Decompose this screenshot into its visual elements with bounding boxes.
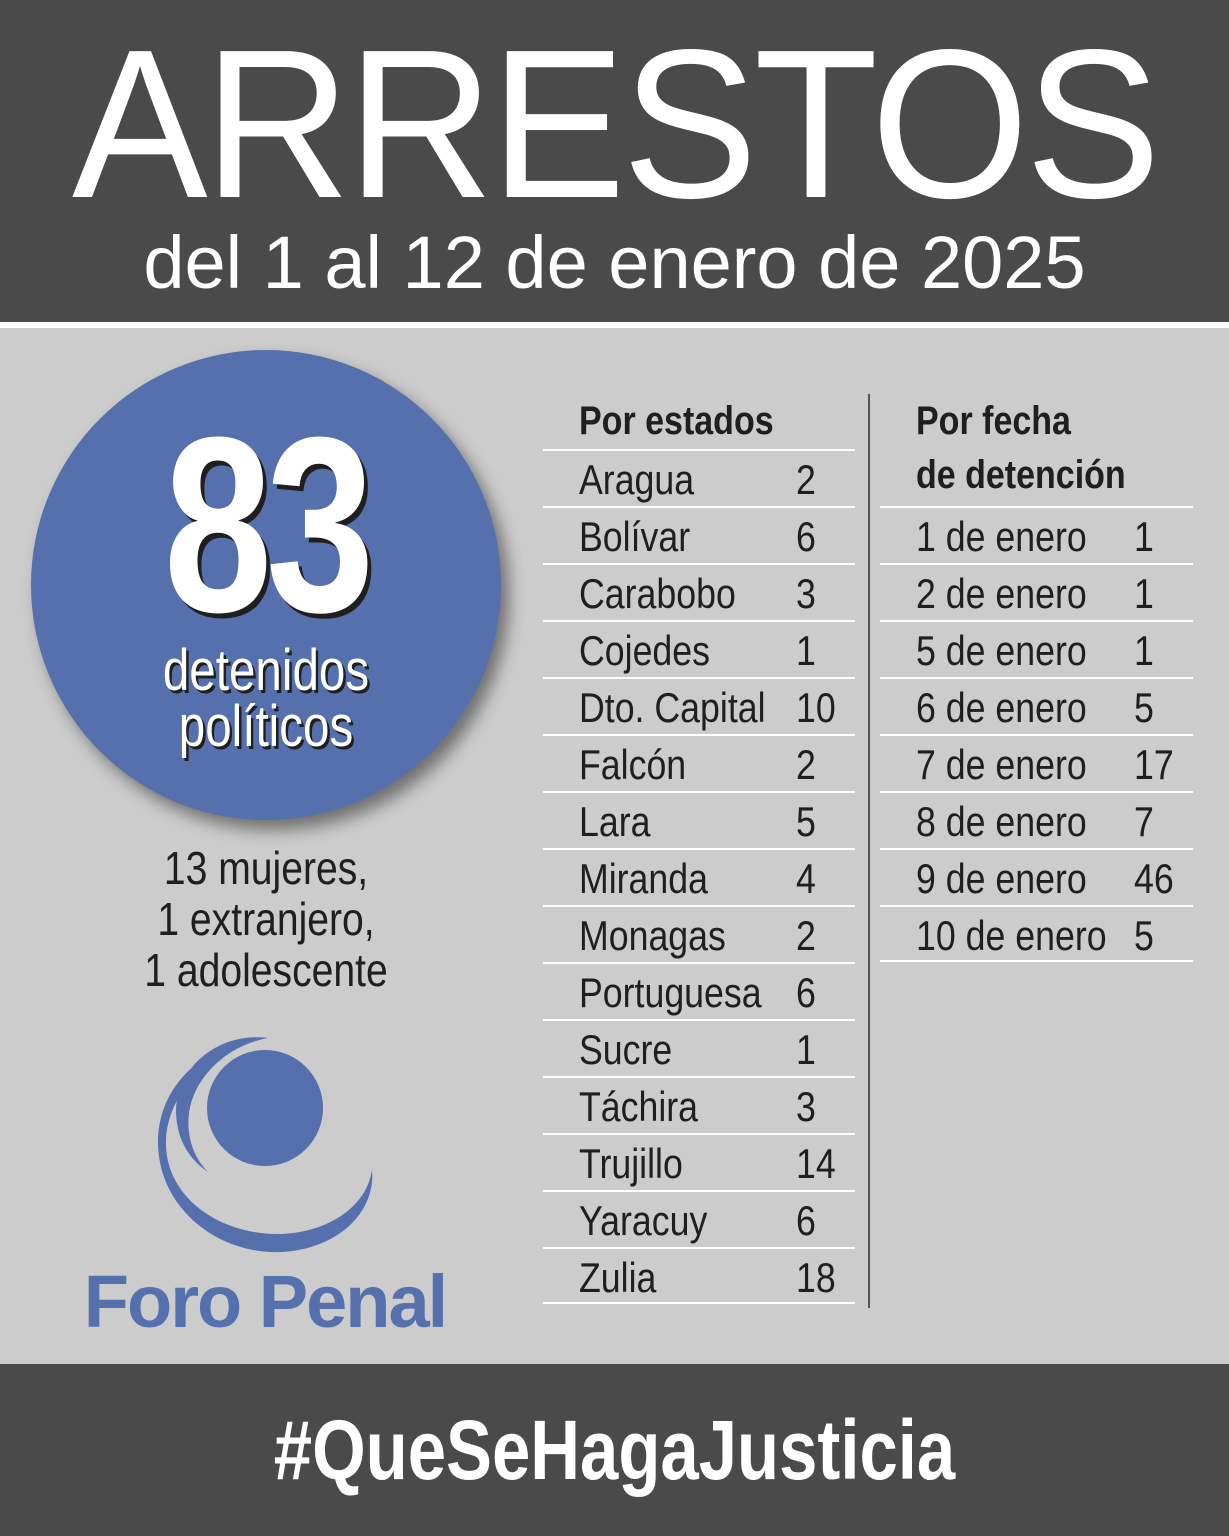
breakdown-line1: 13 mujeres, — [163, 842, 369, 894]
state-row-value: 6 — [796, 969, 816, 1016]
date-row-name: 6 de enero — [916, 684, 1087, 731]
footer-band — [0, 1364, 1229, 1536]
state-row: Táchira 3 — [543, 1076, 855, 1133]
date-row: 6 de enero 5 — [880, 677, 1193, 734]
date-row-name: 5 de enero — [916, 627, 1087, 674]
state-row-name: Yaracuy — [579, 1197, 708, 1244]
date-row-name: 9 de enero — [916, 855, 1087, 902]
dates-table: Por fecha de detención 1 de enero 1 2 de e… — [880, 394, 1193, 962]
date-row-name: 7 de enero — [916, 741, 1087, 788]
page-subtitle: del 1 al 12 de enero de 2025 — [143, 221, 1086, 304]
header-divider — [0, 322, 1229, 328]
date-row-value: 1 — [1134, 513, 1154, 560]
state-row-value: 6 — [796, 1197, 816, 1244]
state-row-name: Miranda — [579, 855, 708, 902]
total-label: detenidos políticos — [73, 638, 458, 759]
date-row: 9 de enero 46 — [880, 848, 1193, 905]
state-row: Carabobo 3 — [543, 563, 855, 620]
state-row: Miranda 4 — [543, 848, 855, 905]
date-row-name: 2 de enero — [916, 570, 1087, 617]
state-row-value: 2 — [796, 912, 816, 959]
date-row-value: 5 — [1134, 912, 1154, 959]
state-row-value: 2 — [796, 741, 816, 788]
state-row-name: Lara — [579, 798, 651, 845]
date-row: 10 de enero 5 — [880, 905, 1193, 962]
total-label-line1: detenidos — [162, 638, 370, 703]
date-row: 2 de enero 1 — [880, 563, 1193, 620]
date-row: 1 de enero 1 — [880, 506, 1193, 563]
total-label-line2: políticos — [178, 694, 354, 759]
state-row-value: 1 — [796, 627, 816, 674]
date-row-value: 1 — [1134, 627, 1154, 674]
state-row: Bolívar 6 — [543, 506, 855, 563]
state-row-name: Táchira — [579, 1083, 699, 1130]
state-row-value: 3 — [796, 570, 816, 617]
state-row-value: 14 — [796, 1140, 836, 1187]
state-row: Zulia 18 — [543, 1247, 855, 1304]
state-row-name: Trujillo — [579, 1140, 683, 1187]
states-table-heading: Por estados — [579, 399, 774, 443]
dates-table-heading: Por fecha de detención — [916, 399, 1126, 497]
date-row-name: 10 de enero — [916, 912, 1107, 959]
state-row: Falcón 2 — [543, 734, 855, 791]
state-row: Yaracuy 6 — [543, 1190, 855, 1247]
date-row-value: 46 — [1134, 855, 1174, 902]
date-row-value: 5 — [1134, 684, 1154, 731]
states-rows: Aragua 2 Bolívar 6 Carabobo 3 Cojedes 1 Dto. Cap… — [543, 449, 855, 1304]
state-row-name: Carabobo — [579, 570, 736, 617]
state-row-name: Falcón — [579, 741, 687, 788]
state-row-name: Cojedes — [579, 627, 710, 674]
column-divider — [868, 394, 870, 1308]
state-row-name: Sucre — [579, 1026, 673, 1073]
breakdown-line2: 1 extranjero, — [157, 893, 375, 945]
state-row-name: Bolívar — [579, 513, 691, 560]
date-row: 8 de enero 7 — [880, 791, 1193, 848]
date-row: 5 de enero 1 — [880, 620, 1193, 677]
page-title: ARRESTOS — [71, 5, 1161, 242]
date-row-name: 1 de enero — [916, 513, 1087, 560]
footer-hashtag: #QueSeHagaJusticia — [273, 1403, 956, 1497]
state-row: Aragua 2 — [543, 449, 855, 506]
total-count: 83 — [163, 385, 375, 664]
breakdown-text: 13 mujeres, 1 extranjero, 1 adolescente — [66, 843, 466, 996]
state-row: Trujillo 14 — [543, 1133, 855, 1190]
state-row-name: Monagas — [579, 912, 726, 959]
state-row-value: 18 — [796, 1254, 836, 1301]
state-row: Cojedes 1 — [543, 620, 855, 677]
total-circle — [31, 350, 501, 820]
date-row-name: 8 de enero — [916, 798, 1087, 845]
dates-rows: 1 de enero 1 2 de enero 1 5 de enero 1 6 de en… — [880, 506, 1193, 962]
state-row-value: 3 — [796, 1083, 816, 1130]
state-row-value: 2 — [796, 456, 816, 503]
state-row: Portuguesa 6 — [543, 962, 855, 1019]
date-row-value: 17 — [1134, 741, 1174, 788]
state-row-name: Aragua — [579, 456, 695, 503]
state-row-value: 10 — [796, 684, 836, 731]
foro-penal-logo-text: Foro Penal — [83, 1260, 448, 1343]
state-row-value: 5 — [796, 798, 816, 845]
state-row-value: 1 — [796, 1026, 816, 1073]
breakdown-line3: 1 adolescente — [144, 944, 388, 996]
state-row-value: 6 — [796, 513, 816, 560]
header-band — [0, 0, 1229, 322]
state-row-value: 4 — [796, 855, 816, 902]
date-row: 7 de enero 17 — [880, 734, 1193, 791]
state-row-name: Portuguesa — [579, 969, 762, 1016]
date-row-value: 1 — [1134, 570, 1154, 617]
state-row-name: Dto. Capital — [579, 684, 766, 731]
states-table: Por estados Aragua 2 Bolívar 6 Carabobo 3 Coje… — [543, 394, 855, 1304]
state-row: Dto. Capital 10 — [543, 677, 855, 734]
state-row: Monagas 2 — [543, 905, 855, 962]
foro-penal-logo-icon — [158, 1037, 373, 1253]
state-row-name: Zulia — [579, 1254, 657, 1301]
state-row: Sucre 1 — [543, 1019, 855, 1076]
state-row: Lara 5 — [543, 791, 855, 848]
date-row-value: 7 — [1134, 798, 1154, 845]
